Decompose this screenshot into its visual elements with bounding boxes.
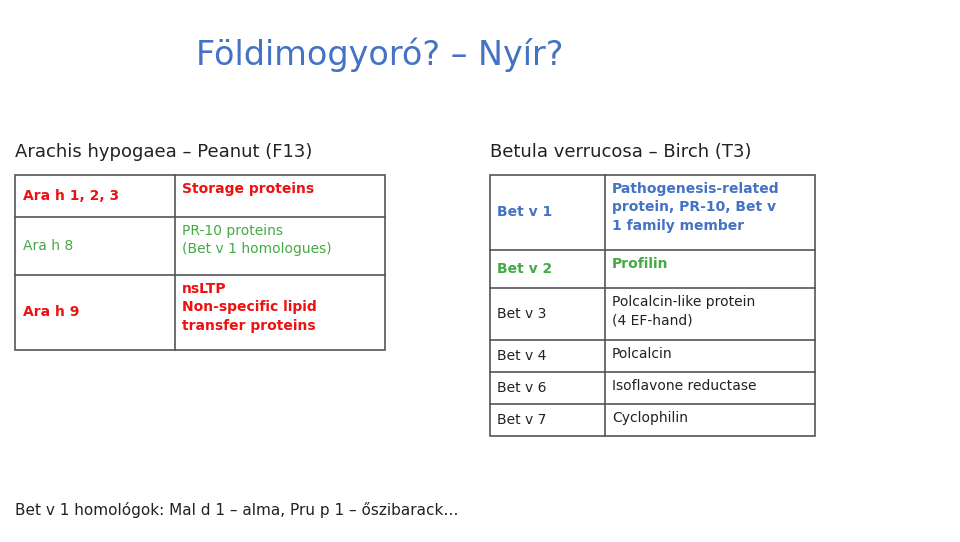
Text: Cyclophilin: Cyclophilin bbox=[612, 411, 688, 425]
Text: Polcalcin: Polcalcin bbox=[612, 347, 673, 361]
Bar bbox=[15, 175, 385, 350]
Text: Arachis hypogaea – Peanut (F13): Arachis hypogaea – Peanut (F13) bbox=[15, 143, 312, 161]
Text: Bet v 1: Bet v 1 bbox=[497, 205, 552, 220]
Text: Storage proteins: Storage proteins bbox=[182, 182, 314, 196]
Text: Polcalcin-like protein
(4 EF-hand): Polcalcin-like protein (4 EF-hand) bbox=[612, 295, 756, 327]
Text: Bet v 3: Bet v 3 bbox=[497, 307, 546, 321]
Text: Ara h 9: Ara h 9 bbox=[23, 306, 80, 319]
Text: Bet v 1 homológok: Mal d 1 – alma, Pru p 1 – őszibarack…: Bet v 1 homológok: Mal d 1 – alma, Pru p… bbox=[15, 502, 459, 518]
Bar bbox=[490, 175, 815, 436]
Text: Ara h 1, 2, 3: Ara h 1, 2, 3 bbox=[23, 189, 119, 203]
Text: Bet v 6: Bet v 6 bbox=[497, 381, 546, 395]
Text: Ara h 8: Ara h 8 bbox=[23, 239, 73, 253]
Text: Isoflavone reductase: Isoflavone reductase bbox=[612, 379, 756, 393]
Text: Bet v 7: Bet v 7 bbox=[497, 413, 546, 427]
Text: Betula verrucosa – Birch (T3): Betula verrucosa – Birch (T3) bbox=[490, 143, 752, 161]
Text: Profilin: Profilin bbox=[612, 257, 668, 271]
Text: Pathogenesis-related
protein, PR-10, Bet v
1 family member: Pathogenesis-related protein, PR-10, Bet… bbox=[612, 182, 780, 233]
Text: Bet v 2: Bet v 2 bbox=[497, 262, 552, 276]
Text: PR-10 proteins
(Bet v 1 homologues): PR-10 proteins (Bet v 1 homologues) bbox=[182, 224, 331, 256]
Text: Bet v 4: Bet v 4 bbox=[497, 349, 546, 363]
Text: Földimogyoró? – Nyír?: Földimogyoró? – Nyír? bbox=[196, 38, 564, 72]
Text: nsLTP
Non-specific lipid
transfer proteins: nsLTP Non-specific lipid transfer protei… bbox=[182, 282, 317, 333]
